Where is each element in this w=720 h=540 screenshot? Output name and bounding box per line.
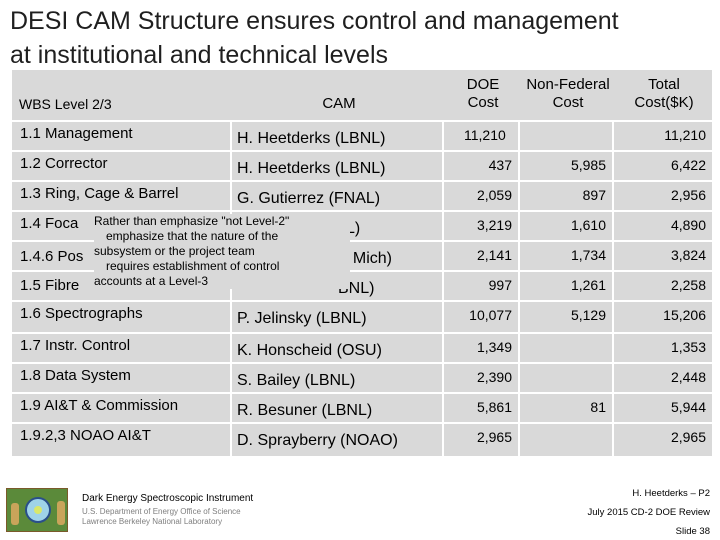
non-federal-cost-cell: 1,261 — [570, 277, 606, 293]
doe-cost-cell: 5,861 — [476, 399, 512, 415]
row-separator — [12, 240, 712, 242]
slide-title-line-2: at institutional and technical levels — [10, 41, 389, 69]
row-separator — [12, 332, 712, 334]
doe-cost-cell: 997 — [488, 277, 512, 293]
total-cost-cell: 6,422 — [670, 157, 706, 173]
callout-note-line: Rather than emphasize "not Level-2" — [94, 214, 290, 228]
table-row: 1.2 Corrector H. Heetderks (LBNL) 437 5,… — [12, 152, 712, 180]
callout-note-line: accounts at a Level-3 — [94, 274, 209, 288]
cam-cell: K. Honscheid (OSU) — [237, 342, 382, 359]
cam-cell: R. Besuner (LBNL) — [237, 402, 373, 419]
table-row: 1.7 Instr. Control K. Honscheid (OSU) 1,… — [12, 334, 712, 362]
total-cost-cell: 11,210 — [664, 127, 706, 143]
non-federal-cost-cell: 1,734 — [570, 247, 606, 263]
wbs-cell: 1.4 Foca — [20, 215, 79, 232]
row-separator — [12, 392, 712, 394]
doe-cost-cell: 2,390 — [476, 369, 512, 385]
total-cost-cell: 15,206 — [663, 307, 706, 323]
slide-title: DESI CAM Structure ensures control and m… — [10, 4, 710, 72]
total-cost-cell: 2,956 — [670, 187, 706, 203]
cam-cell: P. Jelinsky (LBNL) — [237, 310, 367, 327]
doe-cost-cell: 10,077 — [469, 307, 512, 323]
callout-note-line: subsystem or the project team — [94, 244, 255, 258]
review-label: July 2015 CD-2 DOE Review — [587, 507, 711, 518]
header-non-federal-cost: Non-Federal Cost — [522, 70, 614, 120]
cam-cell: G. Gutierrez (FNAL) — [237, 190, 381, 207]
non-federal-cost-cell: 81 — [590, 399, 606, 415]
non-federal-cost-cell: 897 — [582, 187, 606, 203]
total-cost-cell: 2,258 — [670, 277, 706, 293]
presenter-label: H. Heetderks – P2 — [632, 488, 710, 499]
total-cost-cell: 4,890 — [670, 217, 706, 233]
cam-cell: H. Heetderks (LBNL) — [237, 130, 386, 147]
wbs-cell: 1.2 Corrector — [20, 155, 108, 172]
instrument-name: Dark Energy Spectroscopic Instrument — [82, 493, 254, 504]
cam-cell: H. Heetderks (LBNL) — [237, 160, 386, 177]
table-row: 1.8 Data System S. Bailey (LBNL) 2,390 2… — [12, 364, 712, 392]
total-cost-cell: 2,448 — [670, 369, 706, 385]
wbs-cell: 1.1 Management — [20, 125, 133, 142]
cam-cell: S. Bailey (LBNL) — [237, 372, 356, 389]
row-separator — [12, 210, 712, 212]
wbs-cell: 1.4.6 Pos — [20, 248, 84, 265]
wbs-cell: 1.6 Spectrographs — [20, 305, 143, 322]
doe-cost-cell: 2,965 — [476, 429, 512, 445]
callout-note: Rather than emphasize "not Level-2" emph… — [94, 214, 350, 289]
callout-note-line: emphasize that the nature of the — [106, 229, 279, 243]
header-cam: CAM — [234, 70, 444, 120]
table-row: 1.9.2,3 NOAO AI&T D. Sprayberry (NOAO) 2… — [12, 424, 712, 456]
table-header-row: WBS Level 2/3 CAM DOE Cost Non-Federal Cos… — [12, 70, 712, 120]
total-cost-cell: 2,965 — [670, 429, 706, 445]
row-separator — [12, 300, 712, 302]
doe-cost-cell: 11,210 — [464, 127, 506, 143]
header-doe-cost: DOE Cost — [446, 70, 520, 120]
non-federal-cost-cell: 5,129 — [570, 307, 606, 323]
slide-number: Slide 38 — [675, 526, 710, 537]
doe-cost-cell: 3,219 — [476, 217, 512, 233]
table-row: 1.1 Management H. Heetderks (LBNL) 11,21… — [12, 122, 712, 150]
slide-footer — [0, 456, 720, 540]
wbs-cell: 1.9.2,3 NOAO AI&T — [20, 427, 151, 444]
header-wbs: WBS Level 2/3 — [12, 70, 232, 120]
row-separator — [12, 270, 712, 272]
row-separator — [12, 422, 712, 424]
header-total-cost: Total Cost($K) — [616, 70, 712, 120]
callout-note-line: requires establishment of control — [106, 259, 280, 273]
row-separator — [12, 150, 712, 152]
doe-cost-cell: 1,349 — [476, 339, 512, 355]
table-row: 1.3 Ring, Cage & Barrel G. Gutierrez (FN… — [12, 182, 712, 210]
wbs-cell: 1.9 AI&T & Commission — [20, 397, 179, 414]
affiliation: U.S. Department of Energy Office of Scie… — [82, 507, 241, 527]
wbs-cell: 1.7 Instr. Control — [20, 337, 131, 354]
table-row: 1.6 Spectrographs P. Jelinsky (LBNL) 10,… — [12, 302, 712, 332]
slide-title-line-1: DESI CAM Structure ensures control and m… — [10, 7, 619, 35]
wbs-cell: 1.5 Fibre — [20, 277, 80, 294]
doe-cost-cell: 437 — [488, 157, 512, 173]
total-cost-cell: 1,353 — [670, 339, 706, 355]
cam-structure-table: WBS Level 2/3 CAM DOE Cost Non-Federal Cos… — [12, 70, 712, 456]
wbs-cell: 1.3 Ring, Cage & Barrel — [20, 185, 179, 202]
cam-cell: D. Sprayberry (NOAO) — [237, 432, 398, 449]
cam-cell: f Mich) — [344, 250, 392, 267]
total-cost-cell: 3,824 — [670, 247, 706, 263]
row-separator — [12, 120, 712, 122]
non-federal-cost-cell: 1,610 — [570, 217, 606, 233]
total-cost-cell: 5,944 — [670, 399, 706, 415]
row-separator — [12, 362, 712, 364]
wbs-cell: 1.8 Data System — [20, 367, 131, 384]
table-row: 1.9 AI&T & Commission R. Besuner (LBNL) … — [12, 394, 712, 422]
row-separator — [12, 180, 712, 182]
doe-cost-cell: 2,059 — [476, 187, 512, 203]
affiliation-doe: U.S. Department of Energy Office of Scie… — [82, 507, 241, 516]
non-federal-cost-cell: 5,985 — [570, 157, 606, 173]
doe-cost-cell: 2,141 — [476, 247, 512, 263]
desi-logo-icon — [6, 488, 68, 532]
affiliation-lbnl: Lawrence Berkeley National Laboratory — [82, 517, 223, 526]
